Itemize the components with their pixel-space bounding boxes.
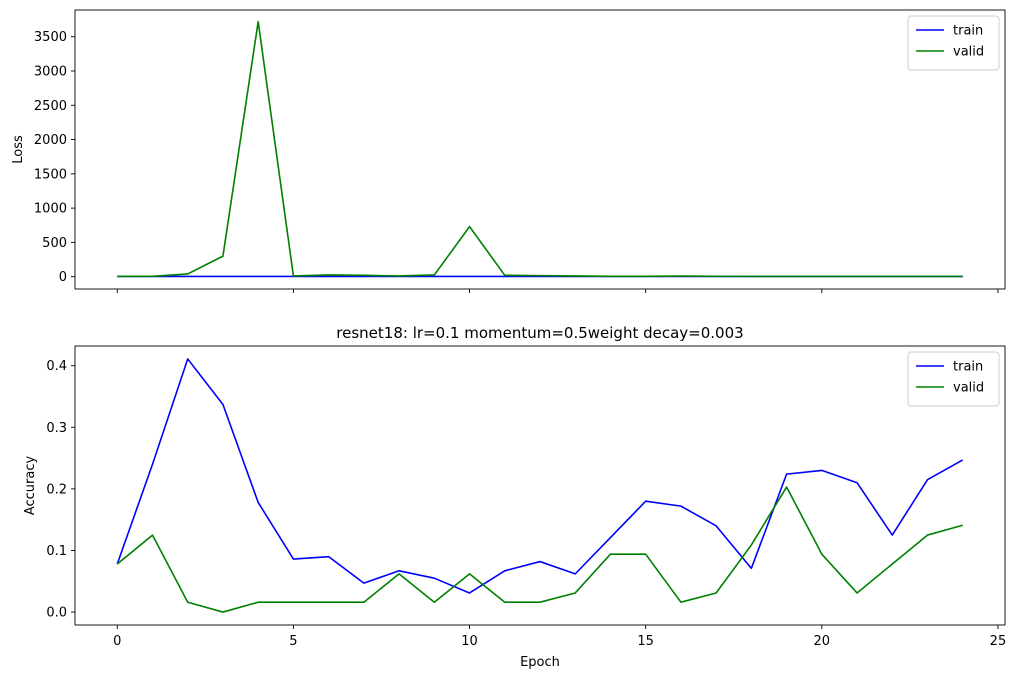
accuracy-x-tick-label: 0 [113,634,121,649]
accuracy-axes-frame [74,345,1006,626]
accuracy-x-tick-label: 25 [990,634,1007,649]
accuracy-y-tick-label: 0.0 [46,606,67,621]
loss-y-tick-label: 2000 [34,133,67,148]
accuracy-y-tick-label: 0.1 [46,544,67,559]
accuracy-y-tick-label: 0.3 [46,421,67,436]
loss-y-tick-label: 3000 [34,65,67,80]
loss-series-valid-line [117,20,963,278]
accuracy-legend-label-valid: valid [953,381,984,396]
accuracy-y-tick-label: 0.4 [46,359,67,374]
accuracy-x-tick-label: 5 [289,634,297,649]
loss-y-tick-label: 500 [42,236,67,251]
loss-legend-label-valid: valid [953,45,984,60]
accuracy-panel: resnet18: lr=0.1 momentum=0.5weight deca… [23,324,1006,670]
loss-y-axis-label: Loss [11,135,26,164]
loss-y-tick-label: 0 [59,270,67,285]
accuracy-series-train-line [116,358,964,594]
accuracy-legend-label-train: train [953,360,983,375]
loss-legend-label-train: train [953,24,983,39]
loss-y-tick-label: 2500 [34,99,67,114]
accuracy-panel-title: resnet18: lr=0.1 momentum=0.5weight deca… [336,324,743,342]
loss-y-tick-label: 1000 [34,202,67,217]
accuracy-y-tick-label: 0.2 [46,482,67,497]
loss-y-tick-label: 3500 [34,30,67,45]
accuracy-series-valid-line [116,486,963,613]
loss-panel: Loss 0 500 1000 1500 2000 2500 3000 3500 train va… [11,9,1006,293]
accuracy-x-tick-label: 20 [814,634,831,649]
loss-axes-frame [74,9,1006,290]
accuracy-x-axis-label: Epoch [520,655,560,670]
accuracy-y-axis-label: Accuracy [23,456,38,516]
loss-y-tick-label: 1500 [34,167,67,182]
accuracy-x-tick-label: 10 [461,634,478,649]
accuracy-x-tick-label: 15 [637,634,654,649]
